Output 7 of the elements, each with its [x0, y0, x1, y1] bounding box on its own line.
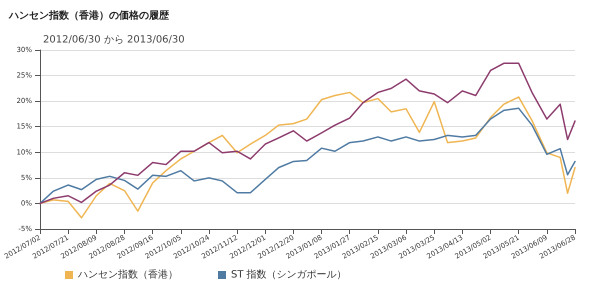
- legend-label: ST 指数（シンガポール）: [231, 268, 347, 280]
- chart-subtitle: 2012/06/30 から 2013/06/30: [43, 34, 185, 46]
- line-series: [39, 108, 576, 204]
- line-series: [39, 62, 576, 204]
- legend-label: ハンセン指数（香港）: [77, 268, 178, 280]
- chart-title: ハンセン指数（香港）の価格の履歴: [8, 10, 170, 22]
- line-series: [39, 92, 576, 218]
